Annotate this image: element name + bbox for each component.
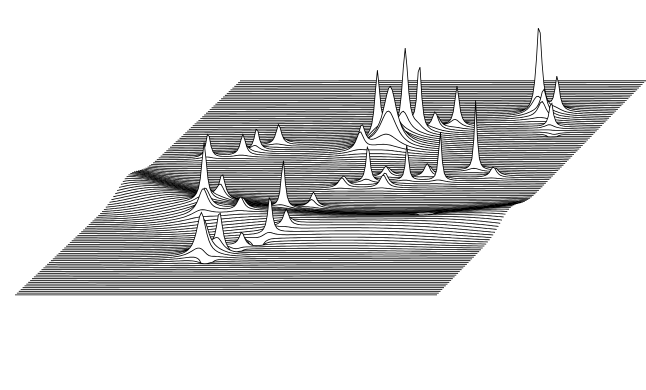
trace-line — [118, 183, 534, 197]
trace-line — [151, 163, 564, 166]
trace-line — [115, 186, 531, 200]
trace-line — [128, 172, 543, 188]
trace-line — [52, 247, 473, 260]
trace-line — [164, 124, 576, 153]
trace-line — [88, 209, 506, 225]
trace-group — [15, 27, 646, 390]
trace-line — [83, 217, 501, 231]
trace-line — [153, 161, 566, 164]
trace-line — [54, 211, 474, 258]
trace-line — [45, 264, 466, 267]
trace-line — [149, 165, 562, 168]
trace-line — [94, 200, 511, 220]
trace-line — [71, 231, 490, 242]
trace-line — [43, 266, 464, 269]
trace-line — [103, 183, 520, 210]
trace-line — [86, 213, 504, 227]
trace-line — [67, 236, 487, 256]
trace-line — [96, 200, 513, 218]
trace-line — [85, 215, 503, 229]
trace-line — [124, 178, 539, 191]
trace-line — [73, 196, 492, 240]
trace-line — [66, 232, 485, 247]
trace-line — [69, 236, 488, 260]
trace-occluder — [15, 294, 437, 390]
trace-line — [117, 185, 532, 198]
trace-line — [105, 174, 522, 208]
trace-line — [145, 100, 559, 171]
trace-line — [62, 242, 481, 300]
trace-line — [90, 188, 508, 224]
trace-line — [141, 169, 555, 175]
trace-line — [122, 179, 538, 193]
trace-line — [156, 156, 569, 161]
trace-line — [92, 187, 509, 222]
trace-line — [126, 174, 541, 189]
trace-line — [170, 109, 581, 148]
trace-line — [101, 184, 518, 212]
trace-line — [50, 256, 471, 300]
trace-line — [113, 188, 529, 202]
trace-line — [166, 110, 578, 152]
trace-line — [47, 262, 467, 265]
trace-line — [75, 225, 494, 238]
trace-line — [41, 268, 462, 271]
trace-line — [139, 165, 553, 177]
trace-line — [168, 85, 580, 150]
trace-line — [77, 208, 496, 236]
trace-line — [56, 217, 476, 256]
trace-line — [147, 164, 560, 170]
trace-line — [120, 181, 536, 195]
trace-line — [154, 158, 567, 162]
trace-line — [158, 133, 571, 159]
trace-line — [160, 133, 573, 157]
trace-line — [58, 236, 478, 254]
trace-line — [60, 212, 480, 253]
trace-line — [98, 195, 515, 216]
trace-line — [64, 244, 483, 250]
trace-line — [143, 167, 557, 173]
trace-line — [162, 131, 574, 155]
trace-line — [100, 142, 517, 214]
trace-line — [49, 260, 469, 265]
